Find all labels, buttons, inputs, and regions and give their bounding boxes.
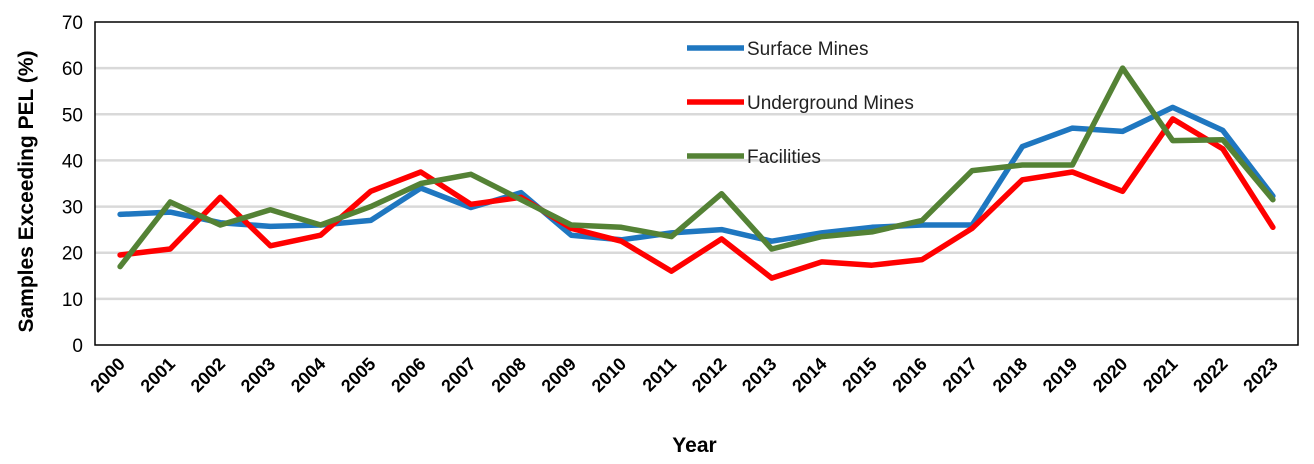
x-tick-label: 2005 xyxy=(337,354,379,396)
x-tick-label: 2007 xyxy=(437,354,479,396)
series-line-underground-mines xyxy=(117,116,1276,281)
y-tick-label: 30 xyxy=(62,198,83,219)
y-axis-title: Samples Exceeding PEL (%) xyxy=(15,50,38,332)
series-line-surface-mines xyxy=(117,104,1276,244)
x-tick-label: 2006 xyxy=(387,354,429,396)
x-tick-label: 2008 xyxy=(487,354,529,396)
y-tick-label: 60 xyxy=(62,59,83,80)
gridlines xyxy=(95,66,1298,301)
x-tick-label: 2016 xyxy=(888,354,930,396)
x-tick-label: 2023 xyxy=(1239,354,1281,396)
y-tick-label: 70 xyxy=(62,13,83,34)
x-tick-label: 2018 xyxy=(989,354,1031,396)
series-line-facilities xyxy=(117,65,1276,270)
legend-label: Underground Mines xyxy=(747,93,914,114)
x-tick-label: 2002 xyxy=(187,354,229,396)
y-tick-label: 0 xyxy=(72,336,83,357)
x-tick-label: 2014 xyxy=(788,354,830,396)
series-lines xyxy=(117,65,1276,281)
x-tick-label: 2000 xyxy=(86,354,128,396)
x-tick-label: 2013 xyxy=(738,354,780,396)
x-tick-label: 2004 xyxy=(287,354,329,396)
x-axis-title: Year xyxy=(672,434,716,457)
legend-label: Facilities xyxy=(747,147,821,168)
x-tick-label: 2022 xyxy=(1189,354,1231,396)
y-tick-label: 20 xyxy=(62,244,83,265)
x-tick-label: 2010 xyxy=(588,354,630,396)
x-tick-label: 2003 xyxy=(237,354,279,396)
plot-area-border xyxy=(94,21,1299,346)
x-tick-label: 2019 xyxy=(1039,354,1081,396)
x-tick-label: 2020 xyxy=(1089,354,1131,396)
x-tick-label: 2015 xyxy=(838,354,880,396)
x-tick-label: 2012 xyxy=(688,354,730,396)
x-axis-ticks: 2000 2001 2002 2003 2004 2005 2006 2007 2008 2009… xyxy=(86,354,1281,396)
x-tick-label: 2011 xyxy=(639,354,681,396)
y-tick-label: 10 xyxy=(62,290,83,311)
x-tick-label: 2017 xyxy=(939,354,981,396)
x-tick-label: 2021 xyxy=(1139,354,1181,396)
y-axis-ticks: 0 10 20 30 40 50 60 70 xyxy=(62,13,83,357)
y-tick-label: 50 xyxy=(62,105,83,126)
x-tick-label: 2001 xyxy=(137,354,179,396)
y-tick-label: 40 xyxy=(62,151,83,172)
x-tick-label: 2009 xyxy=(538,354,580,396)
legend-label: Surface Mines xyxy=(747,39,868,60)
legend: Surface Mines Underground Mines Facilities xyxy=(687,39,914,168)
